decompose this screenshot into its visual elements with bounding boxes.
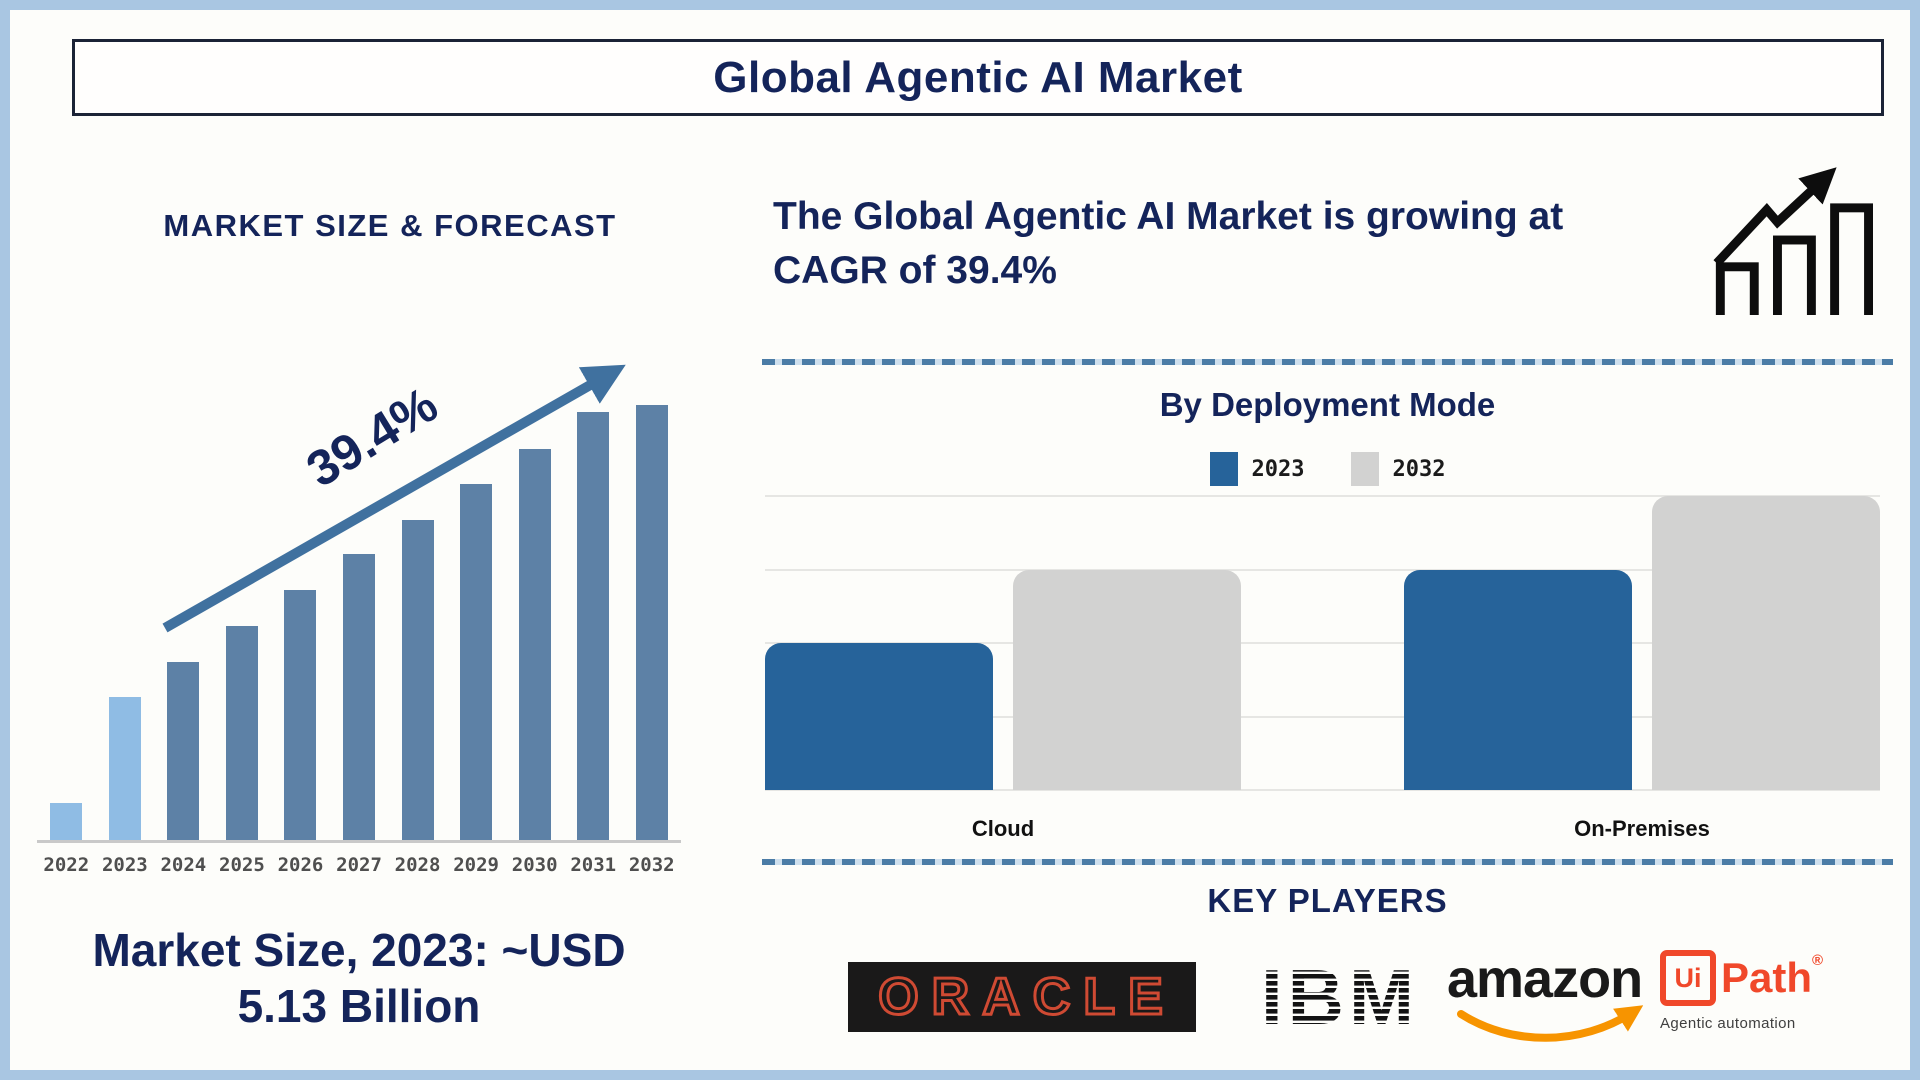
market-size-bar-2023 [108, 696, 141, 840]
market-size-bar-cell [447, 405, 506, 840]
market-size-chart [37, 405, 681, 843]
page-title: Global Agentic AI Market [713, 52, 1243, 102]
deployment-legend: 2023 2032 [762, 452, 1893, 486]
year-label-2030: 2030 [511, 854, 558, 876]
bar-on-premises-2023 [1404, 569, 1632, 790]
market-size-bar-cell [154, 405, 213, 840]
title-box: Global Agentic AI Market [72, 39, 1884, 116]
category-label-cloud: Cloud [971, 816, 1035, 841]
gridline [765, 715, 1880, 718]
market-size-bar-cell [505, 405, 564, 840]
year-label-2025: 2025 [219, 854, 265, 876]
market-size-year-labels: 2022 2023 2024 2025 2026 2027 2028 2029 2030 2031… [37, 854, 681, 876]
deployment-chart [765, 495, 1880, 791]
market-size-footer: Market Size, 2023: ~USD 5.13 Billion [37, 922, 681, 1034]
market-size-bar-cell [388, 405, 447, 840]
deployment-category-labels: Cloud On-Premises [765, 816, 1880, 842]
market-size-bar-2029 [460, 483, 493, 840]
growth-chart-icon [1713, 167, 1873, 315]
market-size-footer-line2: 5.13 Billion [237, 980, 481, 1033]
year-label-2031: 2031 [570, 854, 617, 876]
market-size-bar-2028 [401, 519, 434, 840]
oracle-logo-text: ORACLE [877, 967, 1176, 1028]
uipath-ui-text: Ui [1674, 962, 1702, 993]
dashed-divider-bottom [762, 859, 1893, 865]
bar-group-Cloud [765, 496, 1241, 790]
year-label-2029: 2029 [453, 854, 499, 876]
market-size-bar-2022 [50, 802, 83, 840]
ibm-logo: IBM [1261, 960, 1419, 1032]
market-size-bar-cell [330, 405, 389, 840]
legend-swatch-2023 [1209, 452, 1238, 486]
market-size-heading: MARKET SIZE & FORECAST [163, 208, 617, 243]
market-size-bar-2032 [635, 405, 668, 840]
bar-on-premises-2032 [1652, 496, 1880, 790]
bar-cloud-2032 [1013, 569, 1241, 790]
market-size-bar-2030 [518, 448, 551, 840]
year-label-2022: 2022 [43, 854, 90, 876]
legend-swatch-2032 [1350, 452, 1379, 486]
market-size-bar-2024 [167, 661, 200, 840]
cagr-statement-line2: CAGR of 39.4% [773, 248, 1057, 292]
cagr-statement: The Global Agentic AI Market is growing … [773, 190, 1773, 298]
gridline [765, 789, 1880, 791]
uipath-path-text: Path [1721, 954, 1813, 1001]
legend-label-2032: 2032 [1392, 456, 1446, 482]
uipath-logo-box: Ui [1660, 950, 1716, 1006]
bar-group-On-Premises [1404, 496, 1880, 790]
amazon-logo-text: amazon [1447, 949, 1643, 1009]
market-size-bar-2031 [577, 411, 610, 840]
year-label-2027: 2027 [336, 854, 382, 876]
market-size-bar-2025 [225, 625, 258, 840]
gridline [765, 642, 1880, 644]
uipath-registered-mark: ® [1812, 952, 1824, 969]
oracle-logo: ORACLE [848, 962, 1196, 1032]
year-label-2028: 2028 [394, 854, 441, 876]
year-label-2023: 2023 [101, 854, 148, 876]
market-size-bar-cell [271, 405, 330, 840]
market-size-bar-2027 [343, 554, 375, 840]
market-size-footer-line1: Market Size, 2023: ~USD [92, 924, 626, 976]
market-size-bar-cell [37, 405, 96, 840]
legend-item-2023: 2023 [1209, 452, 1305, 486]
gridline [765, 568, 1880, 571]
year-label-2024: 2024 [160, 854, 207, 876]
uipath-tagline: Agentic automation [1660, 1015, 1796, 1032]
market-size-bar-cell [564, 405, 623, 840]
market-size-bar-2026 [284, 590, 317, 840]
market-size-bar-cell [96, 405, 155, 840]
legend-label-2023: 2023 [1251, 456, 1305, 482]
year-label-2032: 2032 [628, 854, 675, 876]
uipath-logo: Ui Path ® Agentic automation [1660, 950, 1850, 1032]
cagr-statement-line1: The Global Agentic AI Market is growing … [773, 195, 1564, 238]
amazon-logo: amazon [1447, 952, 1657, 1047]
year-label-2026: 2026 [277, 854, 324, 876]
bar-cloud-2023 [765, 643, 993, 790]
ibm-logo-text: IBM [1261, 960, 1419, 1032]
category-label-on-premises: On-Premises [1574, 816, 1710, 841]
gridline [765, 495, 1880, 497]
key-players-heading: KEY PLAYERS [1207, 882, 1448, 919]
amazon-smile-icon [1457, 1005, 1644, 1042]
legend-item-2032: 2032 [1350, 452, 1446, 486]
deployment-mode-heading: By Deployment Mode [1159, 386, 1496, 423]
market-size-bar-cell [213, 405, 272, 840]
market-size-bar-cell [622, 405, 681, 840]
dashed-divider-top [762, 359, 1893, 365]
growth-arrow-icon [162, 364, 626, 633]
